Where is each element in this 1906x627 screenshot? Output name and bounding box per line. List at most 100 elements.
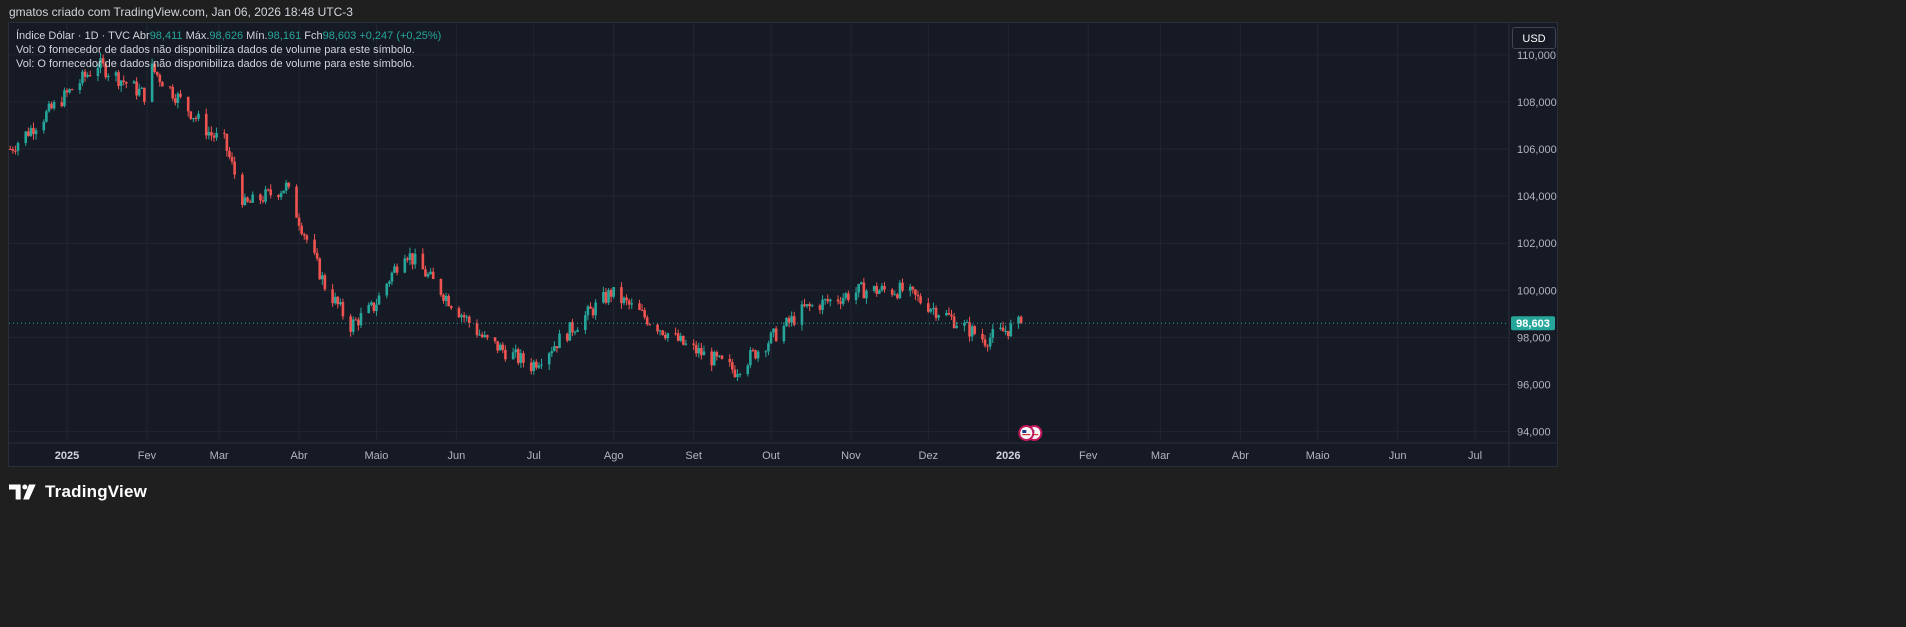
candle-body <box>50 103 53 109</box>
candle-body <box>684 343 688 345</box>
candle-body <box>444 295 448 301</box>
candle-body <box>607 290 610 303</box>
candle-body <box>114 72 118 76</box>
candle-body <box>150 63 154 102</box>
candle-body <box>388 281 391 284</box>
candle-body <box>483 335 487 337</box>
candle-body <box>622 297 626 304</box>
candle-body <box>413 253 417 265</box>
candle-body <box>282 190 285 194</box>
candle-body <box>643 310 646 318</box>
candle-body <box>988 337 992 347</box>
candle-body <box>248 201 252 203</box>
candle-body <box>264 189 267 202</box>
candle-body <box>565 333 569 341</box>
candle-body <box>746 365 750 375</box>
candle-body <box>119 80 123 86</box>
candle-body <box>981 333 984 340</box>
candle-body <box>1017 316 1020 324</box>
candle-body <box>901 282 904 291</box>
candle-body <box>627 300 631 305</box>
candle-body <box>11 149 15 151</box>
candle-body <box>96 68 100 77</box>
symbol-label[interactable]: Índice Dólar · 1D · TVC <box>16 30 131 42</box>
candle-body <box>251 194 254 203</box>
candle-body <box>947 313 951 315</box>
candle-body <box>460 315 463 318</box>
candle-body <box>568 322 572 341</box>
candle-body <box>805 304 809 307</box>
candle-body <box>269 189 273 196</box>
candle-body <box>782 325 786 342</box>
price-chart[interactable]: 110,000 108,000 106,000 104,000 102,000 100,0… <box>9 23 1558 467</box>
candle-body <box>529 362 533 372</box>
candle-body <box>287 182 291 187</box>
candle-body <box>970 326 974 337</box>
candle-body <box>305 235 309 240</box>
candle-body <box>462 315 466 318</box>
candle-body <box>197 113 200 119</box>
candle-body <box>14 150 17 152</box>
high-value: 98,626 <box>209 30 244 42</box>
candle-body <box>792 316 796 325</box>
candle-body <box>609 290 613 297</box>
candle-body <box>88 75 92 77</box>
chart-panel[interactable]: 110,000 108,000 106,000 104,000 102,000 100,0… <box>8 22 1558 467</box>
x-tick-label: Set <box>685 450 702 462</box>
candle-body <box>442 294 445 301</box>
candle-body <box>666 333 670 339</box>
candle-body <box>963 322 966 326</box>
tradingview-logo-icon <box>9 484 36 500</box>
candle-body <box>862 282 866 299</box>
tradingview-logo[interactable]: TradingView <box>9 480 147 504</box>
low-value: 98,161 <box>267 30 302 42</box>
low-label: Mín. <box>246 30 268 42</box>
candle-body <box>829 299 832 302</box>
volume-notice: Vol: O fornecedor de dados não disponibi… <box>16 58 415 70</box>
currency-button[interactable]: USD <box>1512 27 1556 49</box>
candle-body <box>313 239 316 253</box>
candle-body <box>357 319 360 326</box>
change-value: +0,247 (+0,25%) <box>359 30 442 42</box>
candle-body <box>823 299 827 301</box>
candle-body <box>774 328 778 342</box>
close-label: Fch <box>304 30 323 42</box>
candle-body <box>467 316 471 324</box>
candle-body <box>896 294 899 299</box>
candle-body <box>697 348 701 354</box>
y-tick-label: 106,000 <box>1517 144 1557 156</box>
open-label: Abr <box>132 30 150 42</box>
candle-body <box>1004 330 1007 332</box>
candle-body <box>498 344 502 351</box>
last-price-label: 98,603 <box>1516 318 1550 330</box>
candle-body <box>847 293 850 300</box>
candle-body <box>359 313 363 326</box>
candle-body <box>878 290 881 294</box>
candle-body <box>844 293 848 298</box>
candle-body <box>550 351 554 354</box>
candle-body <box>898 282 902 299</box>
candle-body <box>720 355 724 359</box>
candle-body <box>511 352 515 360</box>
last-price-tag <box>1511 316 1555 331</box>
candle-body <box>225 133 229 151</box>
candle-body <box>439 279 443 295</box>
candle-body <box>403 258 407 273</box>
candle-body <box>733 369 737 378</box>
candle-body <box>212 135 216 138</box>
candle-body <box>194 118 198 120</box>
candle-body <box>736 374 739 378</box>
candle-body <box>189 111 193 119</box>
x-tick-label: Jun <box>1389 450 1407 462</box>
candle-body <box>1006 330 1010 337</box>
candle-body <box>493 337 497 342</box>
candle-body <box>584 315 587 330</box>
us-economic-event-flag-icon[interactable] <box>1018 425 1043 441</box>
candle-body <box>790 316 793 323</box>
candle-body <box>385 283 389 296</box>
candle-body <box>950 314 953 317</box>
candle-body <box>228 150 231 157</box>
x-tick-label: Jun <box>448 450 466 462</box>
candle-body <box>47 103 51 112</box>
candle-body <box>785 318 788 326</box>
